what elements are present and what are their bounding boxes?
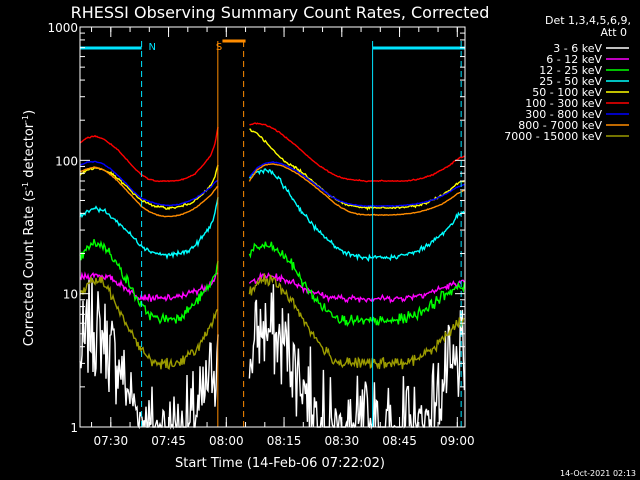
series-1-segment-1 bbox=[248, 271, 466, 304]
x-tick-label-0: 07:30 bbox=[94, 434, 129, 448]
y-tick-label-1: 10 bbox=[63, 288, 78, 302]
legend-label-1: 6 - 12 keV bbox=[546, 53, 602, 66]
y-axis-label-part3: ) bbox=[22, 110, 37, 115]
series-3-segment-0 bbox=[79, 197, 219, 260]
axes: 1 10 100 1000 07:30 07:45 08:00 08:15 08:30 08:45… bbox=[47, 21, 474, 448]
series-7-segment-1 bbox=[248, 163, 465, 217]
y-tick-label-2: 100 bbox=[55, 154, 78, 168]
series-8-segment-0 bbox=[79, 276, 219, 370]
legend-label-8: 7000 - 15000 keV bbox=[504, 130, 602, 143]
x-tick-label-3: 08:15 bbox=[267, 434, 302, 448]
x-axis-label: Start Time (14-Feb-06 07:22:02) bbox=[175, 456, 385, 471]
series-6-segment-1 bbox=[248, 161, 465, 208]
legend-label-6: 300 - 800 keV bbox=[525, 108, 602, 121]
legend-label-3: 25 - 50 keV bbox=[539, 75, 602, 88]
series-2-segment-1 bbox=[248, 241, 466, 327]
legend-label-5: 100 - 300 keV bbox=[525, 97, 602, 110]
x-tick-label-2: 08:00 bbox=[209, 434, 244, 448]
x-tick-label-1: 07:45 bbox=[151, 434, 186, 448]
x-tick-label-4: 08:30 bbox=[325, 434, 360, 448]
legend-label-4: 50 - 100 keV bbox=[532, 86, 602, 99]
x-tick-label-6: 09:00 bbox=[440, 434, 475, 448]
legend-label-2: 12 - 25 keV bbox=[539, 64, 602, 77]
series-6-segment-0 bbox=[79, 160, 219, 207]
series-2 bbox=[79, 239, 466, 327]
legend-header-attenuator: Att 0 bbox=[601, 26, 627, 39]
y-axis-label-part2: detector bbox=[22, 122, 37, 182]
y-axis-label: Corrected Count Rate (s-1 detector-1) bbox=[21, 110, 37, 346]
marker-n: N bbox=[148, 42, 155, 53]
series-3 bbox=[79, 168, 466, 262]
plot-frame bbox=[79, 26, 466, 428]
series-7 bbox=[79, 163, 465, 218]
series-8 bbox=[79, 273, 465, 370]
legend-header-detectors: Det 1,3,4,5,6,9, bbox=[545, 14, 631, 27]
series-1-segment-0 bbox=[79, 271, 219, 303]
chart-title: RHESSI Observing Summary Count Rates, Co… bbox=[71, 3, 490, 22]
x-tick-label-5: 08:45 bbox=[382, 434, 417, 448]
footer-timestamp: 14-Oct-2021 02:13 bbox=[560, 469, 636, 478]
legend-label-0: 3 - 6 keV bbox=[553, 42, 602, 55]
series-2-segment-0 bbox=[79, 239, 219, 325]
series-4-segment-1 bbox=[249, 128, 465, 211]
marker-s: S bbox=[216, 42, 222, 53]
series-0-segment-1 bbox=[248, 284, 466, 430]
y-tick-label-0: 1 bbox=[70, 421, 78, 435]
y-tick-label-3: 1000 bbox=[47, 21, 78, 35]
series-3-segment-1 bbox=[248, 168, 466, 262]
series-7-segment-0 bbox=[79, 166, 219, 218]
series-6 bbox=[79, 160, 465, 208]
series-5-segment-1 bbox=[249, 122, 465, 183]
y-axis-label-sup2: -1 bbox=[21, 115, 30, 123]
series-5 bbox=[79, 122, 465, 183]
y-axis-label-part1: Corrected Count Rate (s bbox=[22, 190, 37, 347]
series-8-segment-1 bbox=[248, 273, 465, 370]
series-5-segment-0 bbox=[79, 126, 219, 183]
y-axis-label-sup1: -1 bbox=[21, 182, 30, 190]
legend-label-7: 800 - 7000 keV bbox=[518, 119, 602, 132]
series-1 bbox=[79, 271, 466, 304]
